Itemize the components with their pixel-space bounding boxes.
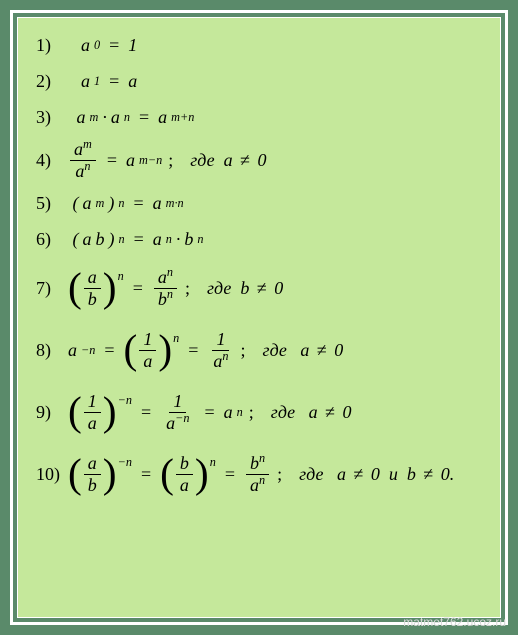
rule-row: 3) am · an = am+n <box>36 102 482 132</box>
condition: где a ≠ 0 и b ≠ 0. <box>299 464 454 485</box>
condition: где b ≠ 0 <box>207 278 283 299</box>
rule-number: 3) <box>36 107 68 128</box>
rule-row: 1) a0 = 1 <box>36 30 482 60</box>
formula: am · an = am+n <box>68 107 194 128</box>
rule-number: 5) <box>36 193 68 214</box>
rule-number: 9) <box>36 402 68 423</box>
rule-number: 7) <box>36 278 68 299</box>
rule-row: 7) ( a b ) n = an bn ; где b ≠ 0 <box>36 260 482 316</box>
formula: ( 1 a ) −n = 1 a−n = an ; где a ≠ 0 <box>68 391 352 433</box>
rule-row: 4) am an = am−n ; где a ≠ 0 <box>36 138 482 182</box>
rule-number: 2) <box>36 71 68 92</box>
rule-row: 10) ( a b ) −n = ( b a ) n = <box>36 446 482 502</box>
condition: где a ≠ 0 <box>271 402 352 423</box>
formula: (ab)n = an · bn <box>68 229 204 250</box>
rule-row: 8) a−n = ( 1 a ) n = 1 an ; где a <box>36 322 482 378</box>
formula-panel: 1) a0 = 1 2) a1 = a 3) am · an = am+n 4) <box>17 17 501 618</box>
fraction: am an <box>70 139 96 181</box>
rule-number: 1) <box>36 35 68 56</box>
formula: a1 = a <box>68 71 137 92</box>
rule-number: 6) <box>36 229 68 250</box>
rule-row: 6) (ab)n = an · bn <box>36 224 482 254</box>
watermark: matmet762.ucoz.ru <box>403 615 506 629</box>
outer-frame: 1) a0 = 1 2) a1 = a 3) am · an = am+n 4) <box>10 10 508 625</box>
formula: a−n = ( 1 a ) n = 1 an ; где a ≠ 0 <box>68 329 343 371</box>
rule-row: 5) (am)n = am·n <box>36 188 482 218</box>
formula: ( a b ) n = an bn ; где b ≠ 0 <box>68 267 283 309</box>
rule-number: 10) <box>36 464 68 485</box>
formula: ( a b ) −n = ( b a ) n = bn <box>68 453 454 495</box>
rule-number: 8) <box>36 340 68 361</box>
rule-row: 2) a1 = a <box>36 66 482 96</box>
formula: am an = am−n ; где a ≠ 0 <box>68 139 266 181</box>
rule-row: 9) ( 1 a ) −n = 1 a−n = an ; где a <box>36 384 482 440</box>
condition: где a ≠ 0 <box>190 150 266 171</box>
rule-number: 4) <box>36 150 68 171</box>
formula: a0 = 1 <box>68 35 137 56</box>
condition: где a ≠ 0 <box>263 340 344 361</box>
formula: (am)n = am·n <box>68 193 184 214</box>
big-paren: ( a b ) n <box>68 267 124 309</box>
